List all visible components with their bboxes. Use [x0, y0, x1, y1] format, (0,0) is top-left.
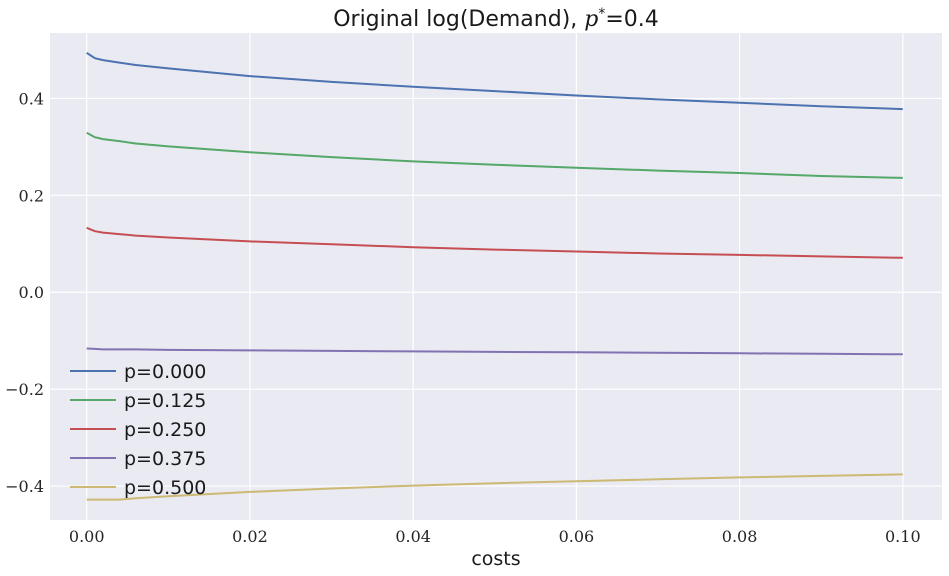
series-line-3: [86, 347, 903, 356]
legend-label: p=0.000: [124, 361, 206, 383]
legend-label: p=0.375: [124, 448, 206, 470]
plot-area: [50, 33, 942, 520]
legend: p=0.000 p=0.125 p=0.250 p=0.375 p=0.500: [70, 361, 206, 499]
x-axis-label: costs: [471, 548, 520, 570]
series-line-0: [86, 52, 903, 111]
x-tick-label: 0.02: [232, 527, 268, 546]
legend-item: p=0.250: [70, 419, 206, 441]
chart-title-main: Original log(Demand),: [333, 7, 584, 32]
legend-label: p=0.125: [124, 390, 206, 412]
tick-labels: 0.00 0.02 0.04 0.06 0.08 0.10 −0.4 −0.2 0.0 0.2 0.…: [5, 89, 920, 546]
x-tick-label: 0.06: [559, 527, 595, 546]
series-line-2: [86, 226, 903, 259]
series-line-1: [86, 131, 903, 179]
legend-item: p=0.500: [70, 477, 206, 499]
y-tick-label: 0.2: [19, 186, 44, 205]
chart-title: Original log(Demand), p*=0.4: [333, 6, 659, 32]
y-tick-label: 0.4: [19, 89, 44, 108]
x-tick-label: 0.00: [69, 527, 105, 546]
legend-label: p=0.250: [124, 419, 206, 441]
chart-title-var: p: [584, 7, 598, 32]
x-tick-label: 0.10: [885, 527, 921, 546]
legend-item: p=0.125: [70, 390, 206, 412]
x-tick-label: 0.04: [395, 527, 431, 546]
series-line-4: [86, 473, 903, 501]
y-tick-label: −0.2: [5, 380, 44, 399]
legend-item: p=0.000: [70, 361, 206, 383]
legend-item: p=0.375: [70, 448, 206, 470]
y-tick-label: 0.0: [19, 283, 44, 302]
series-lines: [86, 52, 903, 501]
chart-title-sup: *: [598, 6, 605, 22]
x-tick-label: 0.08: [722, 527, 758, 546]
y-tick-label: −0.4: [5, 477, 44, 496]
legend-label: p=0.500: [124, 477, 206, 499]
gridlines: [50, 33, 942, 520]
chart-title-eq: =0.4: [605, 7, 658, 32]
